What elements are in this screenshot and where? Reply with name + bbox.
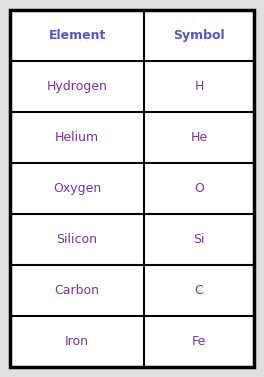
Text: Fe: Fe (192, 335, 206, 348)
Text: Carbon: Carbon (55, 284, 100, 297)
Text: Helium: Helium (55, 131, 99, 144)
Text: O: O (194, 182, 204, 195)
Text: Element: Element (48, 29, 106, 42)
Text: Iron: Iron (65, 335, 89, 348)
Text: He: He (191, 131, 208, 144)
Text: H: H (194, 80, 204, 93)
Text: Oxygen: Oxygen (53, 182, 101, 195)
Text: C: C (195, 284, 204, 297)
Text: Symbol: Symbol (173, 29, 225, 42)
Text: Silicon: Silicon (56, 233, 98, 246)
Text: Si: Si (193, 233, 205, 246)
Text: Hydrogen: Hydrogen (47, 80, 107, 93)
